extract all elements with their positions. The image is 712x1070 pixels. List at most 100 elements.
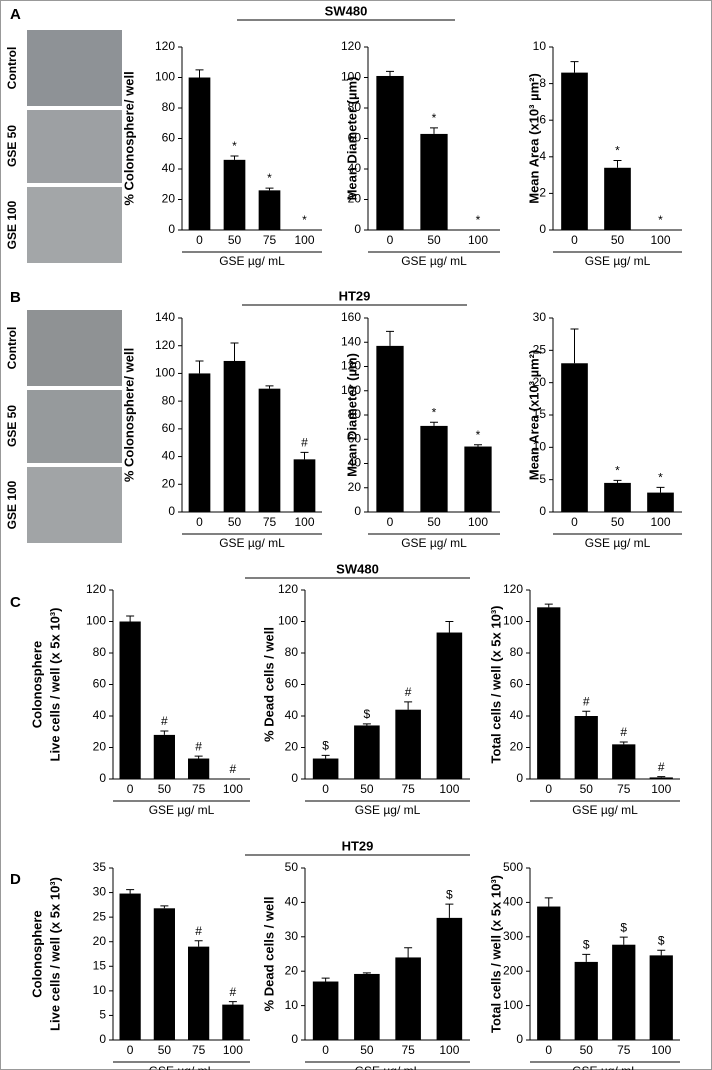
x-tick-label: 50 [360, 782, 374, 796]
y-tick-label: 20 [285, 740, 299, 754]
y-tick-label: 40 [348, 456, 362, 470]
bar [604, 482, 631, 512]
x-tick-label: 100 [651, 782, 671, 796]
y-tick-label: 100 [86, 614, 106, 628]
y-axis-label: Live cells / well (x 5x 10³) [47, 608, 62, 762]
error-bar [544, 603, 553, 608]
x-tick-label: 100 [439, 1043, 459, 1057]
y-tick-label: 80 [285, 645, 299, 659]
y-tick-label: 20 [162, 192, 176, 206]
significance-mark: # [161, 714, 168, 728]
y-tick-label: 160 [341, 310, 361, 324]
bar [376, 75, 404, 230]
error-bar [194, 755, 203, 759]
bar [376, 345, 404, 512]
y-tick-label: 80 [348, 407, 362, 421]
bar [537, 607, 561, 779]
bar [649, 777, 673, 779]
bar [420, 133, 448, 230]
error-bar [544, 897, 553, 907]
panel-letter: D [10, 871, 21, 888]
significance-mark: * [615, 463, 620, 477]
error-bar [362, 723, 371, 726]
y-tick-label: 60 [93, 677, 107, 691]
significance-mark: # [301, 436, 308, 450]
y-tick-label: 20 [348, 480, 362, 494]
group-title: HT29 [339, 288, 371, 303]
y-tick-label: 100 [155, 366, 175, 380]
y-tick-label: 60 [348, 131, 362, 145]
significance-mark: $ [446, 887, 453, 901]
x-tick-label: 100 [294, 515, 314, 529]
y-tick-label: 0 [516, 771, 523, 785]
y-tick-label: 60 [285, 677, 299, 691]
y-tick-label: 60 [510, 677, 524, 691]
y-tick-label: 20 [510, 740, 524, 754]
significance-mark: # [230, 985, 237, 999]
bar [420, 425, 448, 512]
y-tick-label: 80 [162, 393, 176, 407]
bar [258, 388, 281, 512]
significance-mark: * [302, 213, 307, 227]
x-axis-label: GSE µg/ mL [572, 803, 638, 817]
error-bar [445, 903, 454, 918]
bar [312, 758, 339, 779]
y-tick-label: 120 [341, 39, 361, 53]
error-bar [195, 69, 204, 78]
y-tick-label: 120 [155, 338, 175, 352]
error-bar [265, 187, 274, 191]
y-tick-label: 10 [93, 983, 107, 997]
x-tick-label: 50 [611, 233, 625, 247]
y-tick-label: 25 [93, 909, 107, 923]
y-tick-label: 0 [354, 222, 361, 236]
x-tick-label: 75 [263, 515, 277, 529]
error-bar [404, 701, 413, 710]
x-axis-label: GSE µg/ mL [585, 536, 651, 550]
image-label: Control [5, 327, 19, 370]
y-tick-label: 0 [291, 1032, 298, 1046]
bar [188, 373, 211, 512]
x-tick-label: 50 [427, 233, 441, 247]
y-axis-label: Colonosphere [29, 641, 44, 728]
y-axis-label: Total cells / well (x 5x 10³) [488, 606, 503, 764]
significance-mark: * [615, 144, 620, 158]
x-axis-label: GSE µg/ mL [355, 803, 421, 817]
panel-letter: C [10, 594, 21, 611]
y-axis-label: % Dead cells / well [261, 627, 276, 742]
x-tick-label: 100 [468, 233, 488, 247]
group-title: SW480 [336, 561, 379, 576]
x-tick-label: 100 [651, 1043, 671, 1057]
photo [27, 467, 122, 543]
x-axis-label: GSE µg/ mL [585, 254, 651, 268]
x-tick-label: 0 [196, 515, 203, 529]
y-tick-label: 5 [539, 472, 546, 486]
y-tick-label: 100 [503, 998, 523, 1012]
x-tick-label: 75 [263, 233, 277, 247]
error-bar [386, 330, 394, 346]
bar [188, 946, 210, 1040]
x-tick-label: 50 [580, 782, 594, 796]
error-bar [570, 61, 579, 73]
y-axis-label: Mean Area (x10³ µm²) [526, 350, 541, 481]
bar [561, 363, 588, 512]
x-axis-label: GSE µg/ mL [149, 1064, 215, 1070]
bar [312, 981, 339, 1040]
y-tick-label: 0 [516, 1032, 523, 1046]
photo [27, 30, 122, 106]
y-tick-label: 10 [533, 440, 547, 454]
x-axis-label: GSE µg/ mL [219, 536, 285, 550]
y-axis-label: Total cells / well (x 5x 10³) [488, 875, 503, 1033]
bar [537, 906, 561, 1040]
x-tick-label: 100 [468, 515, 488, 529]
error-bar [619, 936, 628, 945]
error-bar [582, 710, 591, 716]
x-tick-label: 0 [387, 515, 394, 529]
x-tick-label: 0 [127, 782, 134, 796]
photo [27, 310, 122, 386]
y-tick-label: 10 [285, 998, 299, 1012]
bar [649, 955, 673, 1040]
y-tick-label: 40 [162, 161, 176, 175]
error-bar [386, 70, 394, 76]
error-bar [657, 776, 666, 778]
x-tick-label: 0 [545, 782, 552, 796]
